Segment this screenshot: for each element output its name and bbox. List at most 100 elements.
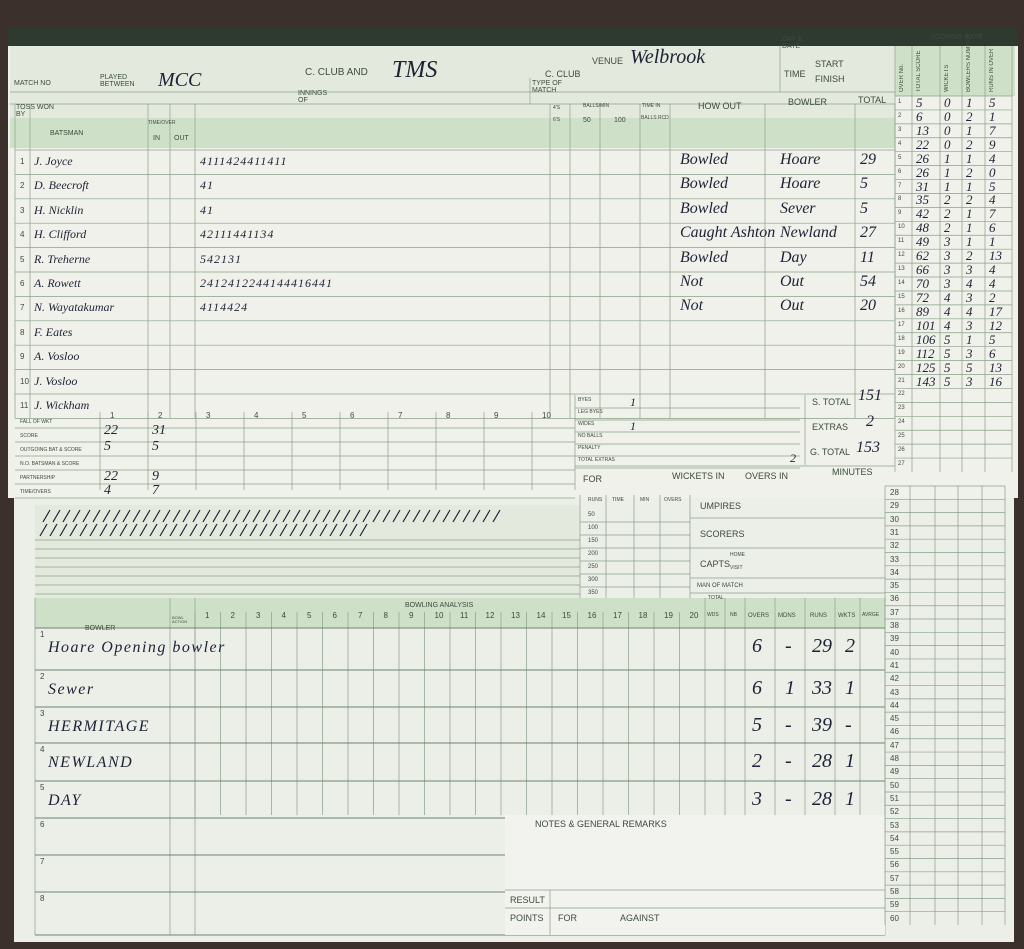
tally-stroke — [372, 509, 381, 523]
over-number: 17 — [898, 321, 905, 328]
rate-value: 2 — [966, 164, 973, 180]
label: RESULT — [510, 895, 545, 905]
fow-label: N.O. BATSMAN & SCORE — [20, 461, 80, 467]
tally-stroke — [162, 509, 171, 523]
tally-stroke — [442, 509, 451, 523]
tally-stroke — [192, 509, 201, 523]
label: AGAINST — [620, 913, 660, 923]
tally-stroke — [149, 523, 158, 537]
over-number: 11 — [460, 611, 469, 620]
label: G. TOTAL — [810, 447, 851, 457]
tally-stroke — [222, 509, 231, 523]
batsman-name: J. Vosloo — [34, 373, 78, 388]
tally-stroke — [99, 523, 108, 537]
how-out: Bowled — [680, 199, 728, 217]
batsman-number: 4 — [20, 230, 25, 240]
over-number: 40 — [890, 647, 899, 657]
batsman-total: 5 — [860, 175, 868, 193]
fow-column: 8 — [446, 411, 451, 420]
column-header: OVERS — [748, 613, 770, 619]
label: VENUE — [592, 56, 624, 66]
over-number: 41 — [890, 660, 899, 670]
fow-column: 6 — [350, 411, 355, 420]
how-out: Bowled — [680, 151, 728, 168]
fow-value: 5 — [152, 439, 159, 454]
batsman-number: 7 — [20, 303, 25, 313]
bowler-name: Hoare Opening bowler — [48, 639, 226, 656]
over-number: 1 — [898, 99, 902, 105]
over-number: 35 — [890, 581, 899, 591]
column-header: OVERS — [664, 497, 682, 503]
table-title: SCORING RATE — [930, 34, 983, 41]
label: FOR — [558, 913, 577, 923]
rate-value: 66 — [916, 262, 929, 278]
tally-stroke — [89, 523, 98, 537]
over-number: 6 — [898, 168, 902, 175]
over-number: 37 — [890, 607, 899, 617]
rate-value: 3 — [944, 276, 951, 292]
rate-value: 5 — [989, 178, 996, 194]
tally-stroke — [109, 523, 118, 537]
extras-label: WIDES — [578, 421, 595, 427]
column-header: TIME — [612, 497, 624, 503]
over-number: 19 — [664, 611, 673, 620]
column-header: TIME IN — [642, 103, 661, 109]
fow-value: 7 — [152, 483, 159, 498]
over-number: 58 — [890, 887, 899, 897]
over-number: 48 — [890, 754, 899, 764]
rate-value: 1 — [966, 122, 973, 138]
rate-value: 1 — [989, 234, 996, 250]
tally-stroke — [402, 509, 411, 523]
over-number: 57 — [890, 873, 899, 883]
over-number: 5 — [898, 154, 902, 161]
bowling-runs: 33 — [812, 677, 832, 699]
tally-stroke — [92, 509, 101, 523]
tally-stroke — [199, 523, 208, 537]
over-number: 47 — [890, 740, 899, 750]
column-header: BALLS RCD — [641, 115, 669, 121]
bowling-wickets: - — [845, 714, 852, 736]
rate-value: 7 — [989, 206, 996, 222]
tally-stroke — [182, 509, 191, 523]
column-header: MIN — [640, 497, 650, 503]
column-header: MDNS — [778, 613, 796, 619]
fow-column: 2 — [158, 411, 163, 420]
column-header: BOWL ACTION — [172, 615, 188, 624]
binding — [8, 28, 1018, 46]
rate-value: 3 — [966, 373, 973, 389]
column-header: HOW OUT — [698, 101, 742, 111]
rate-value: 5 — [989, 331, 996, 347]
tally-stroke — [242, 509, 251, 523]
rate-value: 106 — [916, 331, 936, 347]
column-header: IN — [153, 135, 160, 142]
bowler-name: Sewer — [48, 681, 95, 698]
bowling-header — [35, 598, 885, 628]
rate-value: 4 — [944, 303, 951, 319]
over-number: 54 — [890, 833, 899, 843]
extras-label: BYES — [578, 397, 592, 403]
rate-value: 16 — [989, 373, 1002, 389]
rate-value: 3 — [966, 345, 973, 361]
rate-value: 0 — [944, 122, 951, 138]
label: SCORERS — [700, 529, 745, 539]
label: MAN OF MATCH — [697, 583, 743, 589]
over-number: 23 — [898, 405, 905, 412]
over-number: 12 — [485, 611, 495, 620]
over-number: 9 — [898, 210, 902, 217]
over-number: 55 — [890, 847, 899, 857]
bowler: Out — [780, 273, 804, 290]
tally-stroke — [302, 509, 311, 523]
batsman-name: N. Wayatakumar — [34, 300, 115, 315]
rate-value: 1 — [989, 108, 996, 124]
tally-stroke — [292, 509, 301, 523]
tally-stroke — [42, 509, 51, 523]
tally-stroke — [352, 509, 361, 523]
over-number: 22 — [898, 391, 905, 398]
rate-value: 101 — [916, 317, 936, 333]
tally-stroke — [452, 509, 461, 523]
bowling-wickets: 1 — [845, 677, 855, 699]
over-number: 13 — [511, 611, 520, 620]
fow-column: 4 — [254, 411, 259, 420]
over-number: 5 — [307, 611, 312, 620]
column-header: BATSMAN — [50, 130, 84, 137]
